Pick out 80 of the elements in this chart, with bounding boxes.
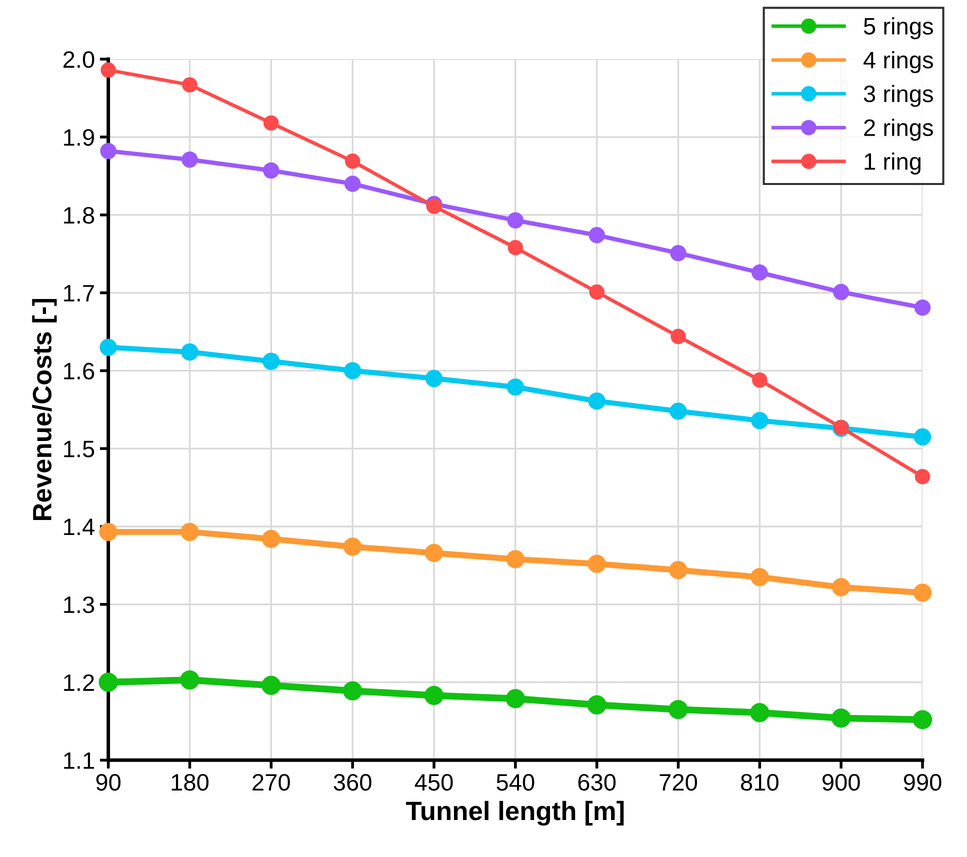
- x-tick-label: 720: [660, 774, 698, 791]
- point: [832, 708, 851, 728]
- x-tick-label: 450: [414, 774, 453, 791]
- point: [750, 568, 769, 586]
- point: [343, 538, 362, 556]
- y-tick-label: 1.4: [64, 518, 94, 536]
- x-tick-label: 90: [96, 774, 121, 791]
- point: [262, 676, 281, 695]
- point: [508, 240, 524, 256]
- point: [424, 544, 444, 562]
- point: [507, 212, 524, 228]
- y-tick-label: 1.6: [64, 362, 94, 380]
- point: [751, 412, 768, 430]
- point: [914, 468, 930, 484]
- point: [912, 710, 932, 730]
- point: [344, 176, 361, 192]
- point: [344, 362, 362, 380]
- point: [263, 162, 280, 179]
- point: [588, 554, 606, 573]
- point: [181, 343, 198, 361]
- point: [587, 695, 606, 714]
- x-tick-label: 180: [172, 774, 208, 791]
- legend-label: 1 ring: [864, 152, 921, 175]
- point: [180, 522, 199, 542]
- legend-label: 2 rings: [864, 118, 933, 141]
- point: [670, 328, 686, 344]
- y-tick-label: 1.8: [64, 206, 94, 224]
- point: [914, 428, 932, 446]
- y-tick-label: 1.1: [64, 752, 94, 769]
- x-tick-label: 270: [252, 774, 290, 791]
- point: [264, 115, 279, 131]
- y-tick-label: 1.7: [64, 285, 94, 302]
- point: [670, 244, 686, 262]
- y-tick-label: 1.9: [64, 129, 94, 146]
- point: [424, 686, 444, 706]
- x-tick-label: 630: [578, 774, 616, 791]
- point: [506, 378, 524, 396]
- point: [914, 299, 931, 316]
- point: [752, 264, 768, 281]
- point: [670, 402, 687, 420]
- point: [426, 198, 442, 214]
- point: [100, 142, 116, 160]
- legend-label: 5 rings: [864, 17, 933, 40]
- point: [669, 561, 688, 580]
- x-tick-label: 540: [496, 774, 534, 791]
- legend-label: 4 rings: [864, 51, 933, 74]
- point: [99, 522, 118, 542]
- point: [182, 151, 198, 168]
- x-tick-label: 990: [904, 774, 942, 791]
- point: [100, 338, 117, 356]
- point: [506, 550, 525, 568]
- point: [750, 703, 770, 722]
- x-tick-label: 900: [822, 774, 860, 791]
- legend-label: 3 rings: [864, 84, 933, 107]
- point: [182, 77, 198, 92]
- point: [506, 689, 525, 708]
- point: [262, 352, 280, 370]
- point: [98, 672, 118, 692]
- point: [832, 284, 850, 300]
- point: [752, 372, 768, 388]
- point: [425, 370, 443, 388]
- y-tick-label: 2.0: [63, 51, 94, 68]
- point: [588, 392, 606, 410]
- x-axis-title: Tunnel length [m]: [406, 800, 624, 826]
- point: [913, 584, 932, 602]
- y-tick-label: 1.5: [64, 440, 94, 458]
- point: [180, 670, 200, 690]
- point: [262, 530, 280, 548]
- y-tick-label: 1.3: [64, 596, 94, 614]
- point: [832, 578, 850, 596]
- x-tick-label: 360: [334, 774, 372, 791]
- point: [668, 700, 688, 720]
- point: [589, 284, 604, 300]
- y-tick-label: 1.2: [64, 674, 94, 691]
- point: [344, 154, 360, 169]
- point: [342, 681, 362, 700]
- y-axis-title: Revenue/Costs [-]: [32, 298, 57, 520]
- x-tick-label: 810: [741, 774, 778, 791]
- point: [588, 227, 605, 244]
- point: [100, 62, 116, 78]
